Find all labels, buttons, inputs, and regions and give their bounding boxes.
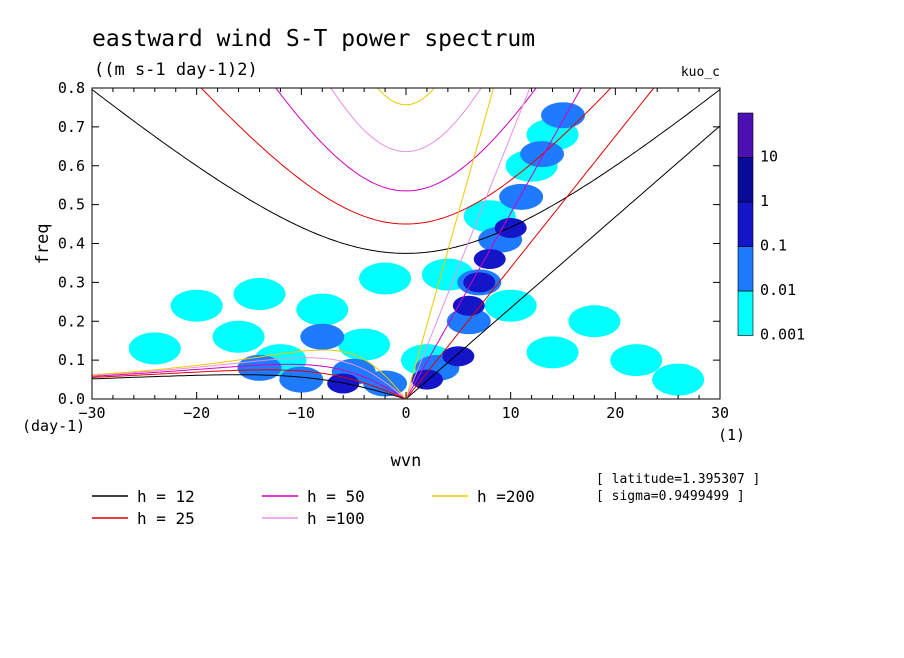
colorbar-label: 1: [760, 192, 769, 210]
power-blob: [473, 249, 506, 270]
plot-background: [92, 88, 720, 399]
legend-label: h = 50: [307, 487, 365, 506]
y-tick-label: 0.1: [58, 351, 85, 369]
colorbar: 0.001 0.01 0.1 1 10: [737, 112, 805, 344]
y-tick-label: 0.3: [58, 273, 85, 291]
power-blob: [338, 328, 391, 361]
legend-label: h =200: [477, 487, 535, 506]
model-label: kuo_c: [681, 65, 720, 80]
power-contours: [128, 102, 705, 397]
chart-title: eastward wind S-T power spectrum: [92, 26, 535, 52]
colorbar-swatch: [737, 290, 754, 336]
power-blob: [541, 102, 585, 129]
power-blob: [233, 278, 286, 311]
y-tick-label: 0.4: [58, 235, 85, 253]
kelvin-curve: [405, 125, 720, 399]
power-blob: [300, 323, 345, 350]
chart-subtitle: ((m s-1 day-1)2): [94, 60, 258, 80]
kelvin-curve: [405, 88, 495, 399]
power-blob: [170, 289, 223, 322]
kelvin-curve: [405, 88, 531, 399]
colorbar-swatch: [737, 201, 754, 247]
legend: h = 12 h = 25 h = 50 h =100 h =200: [92, 487, 535, 528]
colorbar-label: 10: [760, 148, 778, 166]
power-blob: [410, 369, 443, 390]
er-curve: [92, 357, 407, 399]
x-tick-label: −10: [288, 404, 315, 422]
legend-label: h = 12: [137, 487, 195, 506]
x-tick-label: −30: [78, 404, 105, 422]
power-blob: [652, 363, 705, 396]
colorbar-label: 0.001: [760, 326, 805, 344]
er-curve: [92, 374, 407, 399]
kelvin-curve: [405, 88, 655, 399]
power-blob: [526, 336, 579, 369]
y-tick-label: 0.0: [58, 390, 85, 408]
legend-label: h = 25: [137, 509, 195, 528]
y-tick-label: 0.2: [58, 312, 85, 330]
y-unit-label: (day-1): [22, 417, 85, 435]
x-axis-label: wvn: [391, 451, 422, 471]
colorbar-swatch: [737, 246, 754, 292]
ig-curve: [376, 88, 436, 106]
plot-area: [92, 88, 720, 399]
colorbar-label: 0.01: [760, 281, 796, 299]
power-blob: [568, 305, 621, 338]
power-blob: [128, 332, 181, 365]
x-unit-label: (1): [718, 426, 745, 444]
y-tick-label: 0.5: [58, 196, 85, 214]
power-blob: [359, 262, 412, 295]
power-blob: [279, 366, 324, 393]
colorbar-label: 0.1: [760, 237, 787, 255]
axis-ticks: −30 −20 −10 0 10 20 30 0.0 0.1 0.2 0.3 0.4 0.5 0.6 0.7…: [58, 79, 729, 422]
ig-curve: [330, 88, 482, 153]
ig-curve: [275, 88, 537, 192]
legend-label: h =100: [307, 509, 365, 528]
er-curve: [92, 363, 407, 399]
y-tick-label: 0.8: [58, 79, 85, 97]
y-axis-label: freq: [33, 224, 53, 265]
power-blob: [212, 320, 265, 353]
y-tick-label: 0.7: [58, 118, 85, 136]
er-curve: [92, 349, 407, 399]
power-blob: [499, 183, 544, 210]
colorbar-swatch: [737, 112, 754, 158]
power-blob: [463, 272, 496, 293]
power-blob: [296, 293, 349, 326]
power-blob: [610, 344, 663, 377]
x-tick-label: 0: [401, 404, 410, 422]
y-tick-label: 0.6: [58, 157, 85, 175]
x-tick-label: −20: [183, 404, 210, 422]
power-blob: [446, 308, 491, 335]
kelvin-curve: [405, 88, 582, 399]
latitude-info: [ latitude=1.395307 ]: [596, 472, 760, 487]
power-blob: [494, 217, 527, 238]
dispersion-curves: [92, 88, 720, 399]
ig-curve: [200, 88, 612, 225]
power-blob: [484, 289, 537, 322]
power-blob: [442, 346, 475, 367]
sigma-info: [ sigma=0.9499499 ]: [596, 489, 745, 504]
x-tick-label: 10: [502, 404, 520, 422]
x-tick-label: 30: [711, 404, 729, 422]
ig-curve: [92, 89, 720, 254]
x-tick-label: 20: [606, 404, 624, 422]
colorbar-swatch: [737, 157, 754, 203]
er-curve: [92, 369, 407, 399]
